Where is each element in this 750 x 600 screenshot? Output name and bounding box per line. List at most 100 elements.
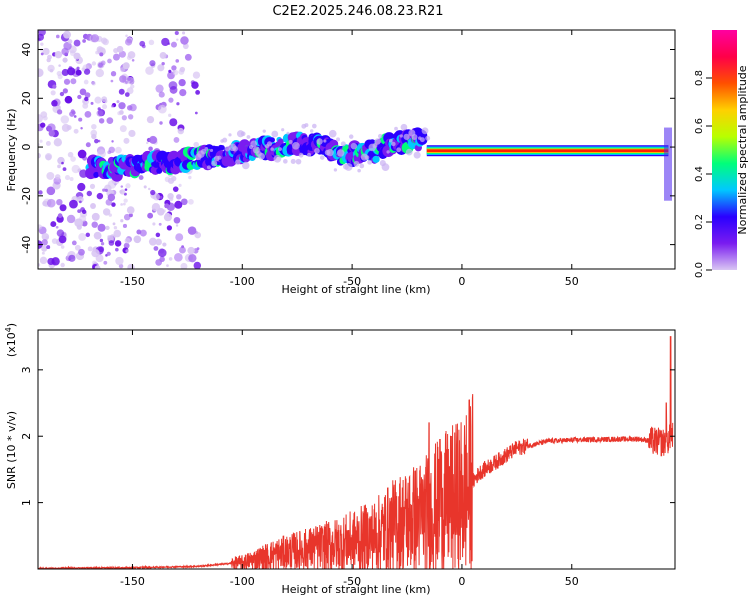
noise-dot: [161, 37, 170, 47]
noise-dot: [123, 137, 130, 144]
noise-dot: [107, 58, 112, 64]
noise-dot: [51, 238, 58, 245]
noise-dot: [51, 100, 58, 107]
noise-dot: [59, 91, 65, 97]
spectrogram-ticks: -150 -100 -50 0 50 -40 -20 0 20 40: [20, 30, 675, 288]
spectrogram-panel: -150 -100 -50 0 50 -40 -20 0 20 40 Height of stra…: [5, 29, 676, 296]
noise-dot: [179, 246, 186, 254]
halo-dot: [204, 146, 209, 151]
halo-dot: [278, 147, 282, 152]
noise-dot: [159, 51, 167, 59]
noise-dot: [46, 245, 51, 250]
noise-dot: [91, 212, 100, 221]
noise-dot: [48, 130, 55, 137]
snr-ticks: -150 -100 -50 0 50 1 2 3: [20, 330, 675, 588]
noise-dot: [111, 202, 116, 207]
ridge-blob: [277, 138, 284, 145]
halo-dot: [240, 131, 246, 137]
halo-dot: [250, 140, 258, 148]
noise-dot: [167, 192, 174, 200]
noise-dot: [126, 87, 134, 95]
noise-dot: [187, 226, 197, 235]
noise-dot: [107, 235, 111, 239]
halo-dot: [411, 133, 418, 140]
ridge-blob: [156, 167, 163, 174]
noise-dot: [118, 102, 126, 110]
noise-dot: [165, 212, 170, 217]
noise-dot: [56, 198, 63, 206]
noise-dot: [69, 177, 74, 182]
spectrogram-xlabel: Height of straight line (km): [281, 283, 430, 296]
noise-dot: [52, 84, 57, 89]
halo-dot: [283, 159, 288, 164]
noise-dot: [180, 262, 188, 269]
noise-dot: [149, 60, 156, 67]
noise-dot: [58, 235, 67, 244]
noise-dot: [175, 233, 184, 242]
noise-dot: [90, 203, 96, 209]
noise-dot: [174, 30, 179, 36]
noise-dot: [179, 88, 187, 97]
halo-dot: [374, 138, 381, 145]
noise-dot: [133, 235, 142, 244]
noise-dot: [74, 218, 84, 228]
halo-dot: [396, 147, 402, 153]
halo-dot: [307, 152, 312, 157]
noise-dot: [91, 133, 97, 140]
halo-dot: [295, 158, 302, 165]
noise-dot: [138, 175, 144, 181]
noise-dot: [95, 254, 104, 263]
snr-scale-label: (x104): [4, 323, 18, 357]
halo-dot: [235, 159, 241, 165]
noise-dot: [56, 109, 63, 115]
noise-dot: [139, 229, 147, 237]
noise-dot: [176, 38, 179, 41]
noise-dot: [38, 114, 44, 123]
noise-dot: [79, 88, 87, 96]
noise-dot: [188, 198, 194, 205]
noise-dot: [62, 57, 68, 63]
noise-dot: [67, 67, 76, 76]
noise-dot: [94, 265, 101, 269]
halo-dot: [323, 139, 327, 143]
noise-dot: [106, 117, 114, 124]
halo-dot: [266, 141, 273, 147]
noise-dot: [152, 193, 161, 201]
noise-dot: [178, 78, 186, 87]
noise-dot: [45, 154, 52, 161]
noise-dot: [119, 75, 127, 83]
noise-dot: [77, 94, 82, 100]
halo-dot: [386, 150, 390, 154]
noise-dot: [171, 65, 177, 71]
snr-ytick-label: 1: [20, 499, 33, 506]
noise-dot: [66, 214, 76, 224]
noise-dot: [193, 261, 202, 269]
noise-dot: [82, 102, 89, 109]
halo-dot: [400, 123, 408, 131]
noise-dot: [155, 238, 162, 246]
noise-dot: [102, 38, 109, 46]
halo-dot: [224, 146, 230, 152]
noise-dot: [107, 150, 112, 155]
noise-dot: [64, 175, 71, 181]
noise-dot: [168, 69, 172, 73]
spectrogram-ytick-label: 40: [20, 43, 33, 57]
noise-dot: [61, 161, 64, 165]
halo-dot: [286, 131, 290, 135]
halo-dot: [336, 149, 345, 157]
snr-ytick-label: 2: [20, 433, 33, 440]
noise-dot: [166, 264, 169, 268]
noise-dot: [119, 190, 123, 194]
snr-frame: [37, 329, 676, 570]
noise-dot: [105, 225, 110, 231]
noise-dot: [42, 115, 48, 121]
halo-dot: [357, 168, 361, 173]
noise-dot: [168, 81, 178, 90]
noise-dot: [74, 244, 81, 251]
halo-dot: [258, 152, 265, 160]
halo-dot: [271, 130, 279, 138]
noise-dot: [120, 219, 124, 223]
noise-dot: [86, 190, 93, 197]
snr-marks: [38, 336, 674, 569]
noise-dot: [112, 222, 116, 226]
